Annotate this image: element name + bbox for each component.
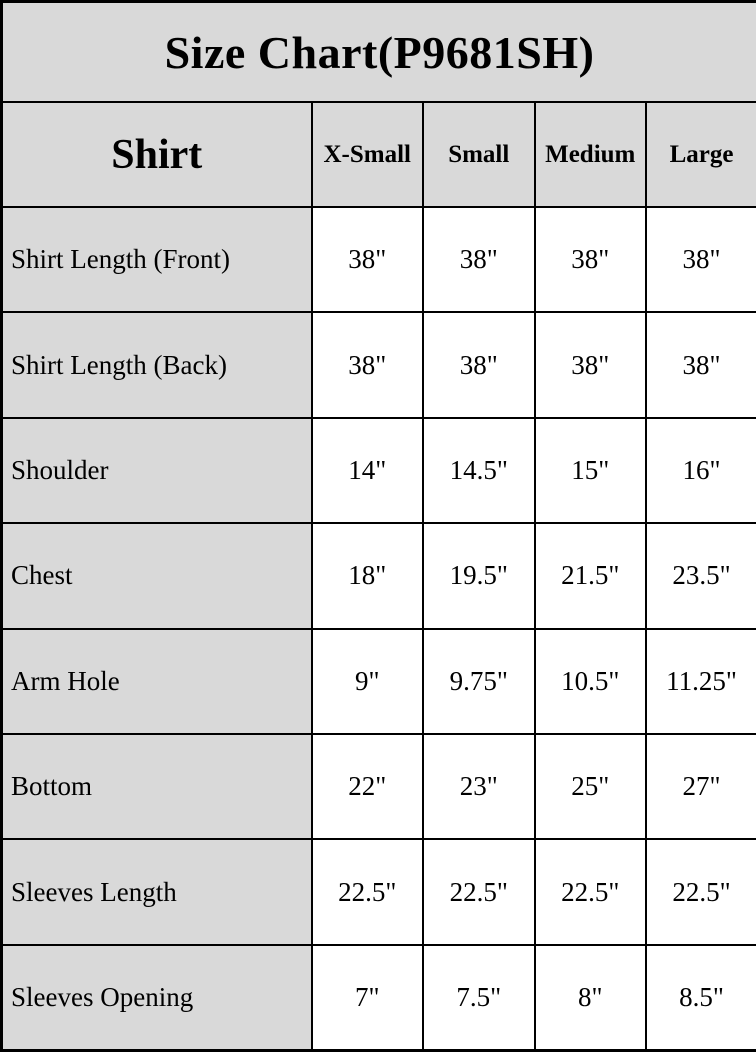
cell-value: 11.25" <box>645 627 756 736</box>
row-label: Chest <box>0 522 313 630</box>
cell-value: 22.5" <box>310 838 424 946</box>
cell-value: 23.5" <box>645 522 756 630</box>
cell-value: 14" <box>310 416 424 525</box>
column-header-x-small: X-Small <box>310 101 424 208</box>
cell-value: 8" <box>533 943 647 1052</box>
title-row: Size Chart(P9681SH) <box>0 0 756 104</box>
column-header-medium: Medium <box>533 101 647 208</box>
column-header-small: Small <box>422 101 536 208</box>
table-row-shirt-length-back: Shirt Length (Back) 38" 38" 38" 38" <box>0 311 756 419</box>
row-label: Sleeves Length <box>0 838 313 946</box>
cell-value: 22.5" <box>422 838 536 946</box>
cell-value: 38" <box>310 205 424 314</box>
cell-value: 21.5" <box>533 522 647 630</box>
cell-value: 9" <box>310 627 424 736</box>
row-label: Shirt Length (Front) <box>0 205 313 314</box>
table-row-bottom: Bottom 22" 23" 25" 27" <box>0 733 756 841</box>
table-row-chest: Chest 18" 19.5" 21.5" 23.5" <box>0 522 756 630</box>
row-label: Arm Hole <box>0 627 313 736</box>
cell-value: 27" <box>645 733 756 841</box>
cell-value: 10.5" <box>533 627 647 736</box>
cell-value: 25" <box>533 733 647 841</box>
column-header-large: Large <box>645 101 756 208</box>
table-row-sleeves-opening: Sleeves Opening 7" 7.5" 8" 8.5" <box>0 943 756 1052</box>
cell-value: 38" <box>645 205 756 314</box>
cell-value: 14.5" <box>422 416 536 525</box>
cell-value: 9.75" <box>422 627 536 736</box>
cell-value: 18" <box>310 522 424 630</box>
table-row-sleeves-length: Sleeves Length 22.5" 22.5" 22.5" 22.5" <box>0 838 756 946</box>
header-row: Shirt X-Small Small Medium Large <box>0 101 756 208</box>
cell-value: 23" <box>422 733 536 841</box>
row-label: Sleeves Opening <box>0 943 313 1052</box>
cell-value: 22" <box>310 733 424 841</box>
cell-value: 22.5" <box>645 838 756 946</box>
table-row-arm-hole: Arm Hole 9" 9.75" 10.5" 11.25" <box>0 627 756 736</box>
chart-title: Size Chart(P9681SH) <box>0 0 756 104</box>
cell-value: 38" <box>533 311 647 419</box>
cell-value: 38" <box>422 205 536 314</box>
cell-value: 7.5" <box>422 943 536 1052</box>
row-label: Bottom <box>0 733 313 841</box>
row-label: Shirt Length (Back) <box>0 311 313 419</box>
cell-value: 38" <box>422 311 536 419</box>
cell-value: 16" <box>645 416 756 525</box>
cell-value: 38" <box>533 205 647 314</box>
cell-value: 38" <box>310 311 424 419</box>
row-label: Shoulder <box>0 416 313 525</box>
table-row-shirt-length-front: Shirt Length (Front) 38" 38" 38" 38" <box>0 205 756 314</box>
corner-header-shirt: Shirt <box>0 101 313 208</box>
cell-value: 8.5" <box>645 943 756 1052</box>
cell-value: 7" <box>310 943 424 1052</box>
table-row-shoulder: Shoulder 14" 14.5" 15" 16" <box>0 416 756 525</box>
cell-value: 19.5" <box>422 522 536 630</box>
cell-value: 15" <box>533 416 647 525</box>
cell-value: 22.5" <box>533 838 647 946</box>
cell-value: 38" <box>645 311 756 419</box>
